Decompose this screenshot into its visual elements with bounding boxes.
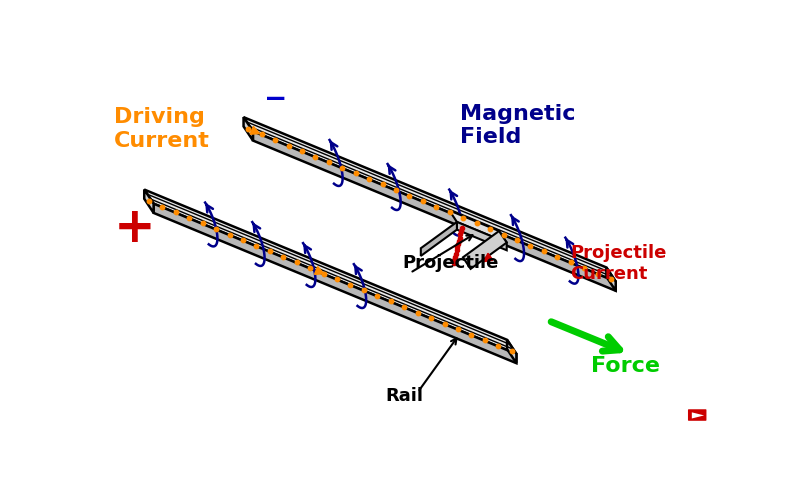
Polygon shape [507, 340, 516, 363]
Polygon shape [253, 131, 616, 291]
Text: Magnetic
Field: Magnetic Field [460, 104, 575, 147]
Text: Projectile
Current: Projectile Current [570, 244, 666, 282]
Polygon shape [314, 267, 324, 274]
Text: Force: Force [591, 356, 660, 376]
Polygon shape [243, 117, 253, 141]
Polygon shape [457, 222, 506, 250]
Polygon shape [154, 204, 516, 363]
FancyBboxPatch shape [688, 409, 706, 421]
Text: Driving
Current: Driving Current [114, 108, 210, 151]
Polygon shape [692, 413, 704, 419]
Polygon shape [606, 267, 616, 291]
Text: +: + [114, 204, 155, 251]
Polygon shape [463, 231, 506, 269]
Polygon shape [484, 253, 493, 261]
Text: Rail: Rail [386, 387, 423, 405]
Text: Projectile: Projectile [402, 254, 498, 272]
Polygon shape [144, 190, 154, 213]
Polygon shape [250, 126, 260, 134]
Polygon shape [243, 117, 616, 282]
Polygon shape [450, 210, 506, 242]
Text: −: − [264, 85, 287, 113]
Polygon shape [421, 222, 457, 256]
Polygon shape [144, 190, 516, 354]
